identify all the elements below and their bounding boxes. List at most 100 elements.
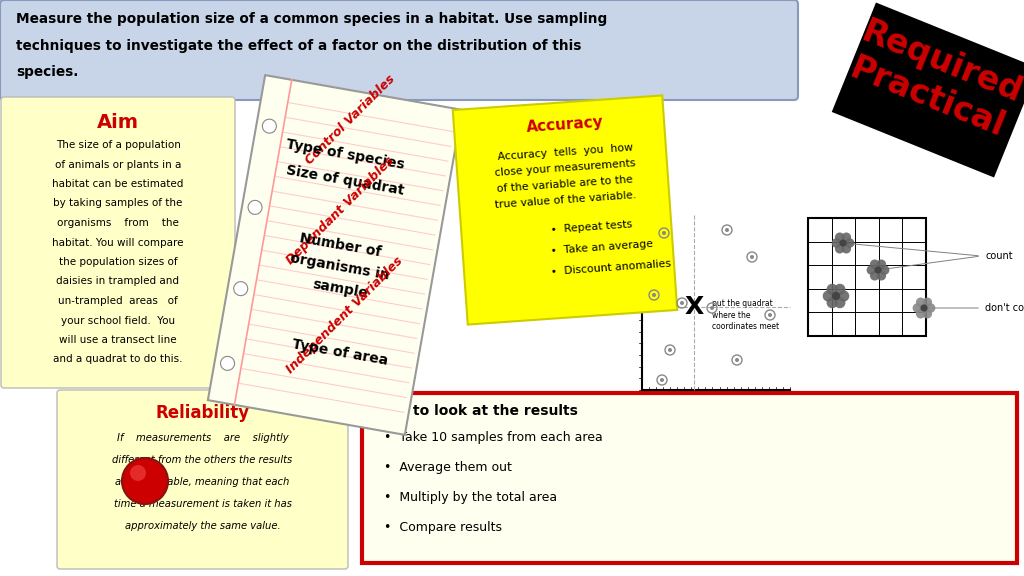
Text: true value of the variable.: true value of the variable.: [494, 191, 636, 210]
Circle shape: [220, 357, 234, 370]
Circle shape: [660, 378, 664, 382]
Circle shape: [835, 233, 845, 242]
Circle shape: [874, 266, 882, 274]
Text: daisies in trampled and: daisies in trampled and: [56, 276, 179, 286]
Text: Type of area: Type of area: [291, 338, 389, 368]
Circle shape: [835, 297, 846, 308]
Circle shape: [835, 244, 845, 253]
Circle shape: [923, 297, 932, 307]
Bar: [808, 218, 926, 336]
Text: habitat. You will compare: habitat. You will compare: [52, 237, 183, 248]
Text: habitat can be estimated: habitat can be estimated: [52, 179, 183, 189]
Circle shape: [880, 265, 890, 275]
Text: don't count: don't count: [985, 303, 1024, 313]
Bar: [453, 96, 677, 324]
Text: Accuracy: Accuracy: [525, 114, 604, 135]
Circle shape: [877, 271, 886, 281]
Circle shape: [233, 282, 248, 295]
Bar: [362, 393, 1017, 563]
Text: time a measurement is taken it has: time a measurement is taken it has: [114, 499, 292, 509]
Text: your school field.  You: your school field. You: [61, 316, 175, 325]
Circle shape: [122, 458, 168, 504]
Text: organisms    from    the: organisms from the: [57, 218, 179, 228]
Text: by taking samples of the: by taking samples of the: [53, 199, 182, 209]
Text: •  Multiply by the total area: • Multiply by the total area: [384, 491, 557, 505]
Circle shape: [877, 259, 886, 269]
Text: are repeatable, meaning that each: are repeatable, meaning that each: [116, 477, 290, 487]
Text: Reliability: Reliability: [156, 404, 250, 422]
Text: Control Variables: Control Variables: [303, 73, 397, 168]
Circle shape: [842, 233, 851, 242]
Circle shape: [826, 284, 838, 295]
Text: species.: species.: [16, 65, 79, 79]
Circle shape: [842, 244, 851, 253]
Circle shape: [262, 119, 276, 133]
Text: techniques to investigate the effect of a factor on the distribution of this: techniques to investigate the effect of …: [16, 39, 582, 53]
Circle shape: [831, 238, 841, 248]
Circle shape: [248, 200, 262, 214]
Circle shape: [826, 297, 838, 308]
Text: Measure the population size of a common species in a habitat. Use sampling: Measure the population size of a common …: [16, 12, 607, 26]
Text: •  Discount anomalies: • Discount anomalies: [550, 258, 671, 276]
Circle shape: [831, 292, 841, 300]
Circle shape: [921, 304, 928, 312]
Circle shape: [725, 228, 729, 232]
Text: •  Take 10 samples from each area: • Take 10 samples from each area: [384, 431, 603, 445]
Circle shape: [662, 231, 666, 235]
Circle shape: [750, 255, 754, 259]
Text: •  Average them out: • Average them out: [384, 461, 512, 475]
Text: count: count: [985, 251, 1013, 261]
Text: of the variable are to the: of the variable are to the: [497, 175, 634, 194]
Circle shape: [915, 297, 926, 307]
Text: close your measurements: close your measurements: [495, 158, 636, 179]
FancyBboxPatch shape: [1, 97, 234, 388]
Bar: [831, 2, 1024, 177]
Circle shape: [835, 284, 846, 295]
Circle shape: [735, 358, 739, 362]
Text: If    measurements    are    slightly: If measurements are slightly: [117, 433, 289, 443]
Circle shape: [926, 303, 935, 313]
FancyBboxPatch shape: [0, 0, 798, 100]
Circle shape: [866, 265, 877, 275]
FancyBboxPatch shape: [57, 390, 348, 569]
Text: Required
Practical: Required Practical: [843, 15, 1024, 145]
Circle shape: [710, 306, 714, 310]
Text: How to look at the results: How to look at the results: [374, 404, 578, 418]
Circle shape: [652, 293, 656, 297]
Text: •  Repeat tests: • Repeat tests: [550, 219, 633, 236]
Text: The size of a population: The size of a population: [55, 140, 180, 150]
Text: Dependant Variables: Dependant Variables: [284, 153, 396, 267]
Text: Accuracy  tells  you  how: Accuracy tells you how: [497, 143, 633, 162]
Text: different from the others the results: different from the others the results: [113, 455, 293, 465]
Circle shape: [870, 271, 880, 281]
Text: Aim: Aim: [97, 112, 139, 131]
Text: Number of: Number of: [298, 231, 382, 259]
Text: and a quadrat to do this.: and a quadrat to do this.: [53, 354, 182, 365]
Circle shape: [912, 303, 923, 313]
Bar: [208, 75, 462, 435]
Text: Size of quadrat: Size of quadrat: [285, 163, 406, 197]
Circle shape: [923, 309, 932, 319]
Text: Independent Variables: Independent Variables: [284, 254, 406, 376]
Circle shape: [838, 290, 849, 302]
Circle shape: [668, 348, 672, 352]
Text: un-trampled  areas   of: un-trampled areas of: [58, 296, 178, 306]
Circle shape: [680, 301, 684, 305]
Circle shape: [840, 240, 847, 247]
Text: put the quadrat
where the
coordinates meet: put the quadrat where the coordinates me…: [712, 299, 779, 331]
Circle shape: [915, 309, 926, 319]
Text: of animals or plants in a: of animals or plants in a: [55, 160, 181, 169]
Text: X: X: [684, 295, 703, 319]
Text: Type of species: Type of species: [285, 138, 406, 172]
Circle shape: [822, 290, 834, 302]
Text: •  Take an average: • Take an average: [550, 239, 653, 256]
Text: approximately the same value.: approximately the same value.: [125, 521, 281, 531]
Text: organisms in: organisms in: [289, 251, 391, 283]
Circle shape: [130, 465, 146, 481]
Text: sample: sample: [311, 277, 369, 301]
Text: the population sizes of: the population sizes of: [58, 257, 177, 267]
Text: •  Compare results: • Compare results: [384, 521, 502, 535]
Circle shape: [768, 313, 772, 317]
Circle shape: [845, 238, 854, 248]
Text: will use a transect line: will use a transect line: [59, 335, 177, 345]
